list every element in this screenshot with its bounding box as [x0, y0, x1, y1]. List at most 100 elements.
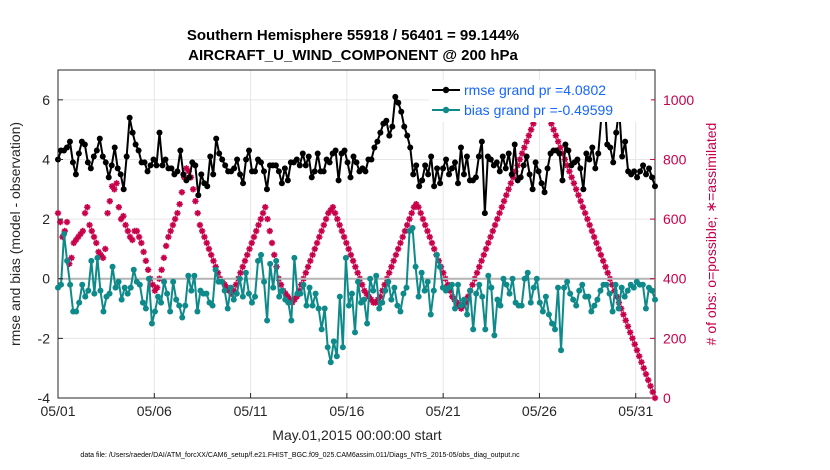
obs-asterisk-stroke	[91, 234, 97, 240]
bias-point	[221, 287, 228, 294]
bias-point	[591, 302, 598, 309]
obs-asterisk-stroke	[239, 263, 246, 270]
bias-point	[639, 281, 646, 288]
obs-count-point	[500, 197, 508, 205]
obs-asterisk-stroke	[643, 371, 649, 377]
y-tick-label: 2	[42, 211, 50, 227]
rmse-point	[487, 156, 494, 163]
bias-point	[642, 305, 649, 312]
bias-point	[436, 263, 443, 270]
obs-asterisk-stroke	[233, 281, 239, 288]
bias-point	[297, 290, 304, 297]
rmse-point	[643, 171, 650, 178]
bias-point	[164, 290, 171, 297]
rmse-point	[72, 171, 79, 178]
bias-point	[73, 308, 80, 315]
obs-count-point	[320, 221, 328, 229]
obs-count-point	[124, 227, 132, 235]
rmse-point	[299, 150, 306, 157]
obs-count-point	[171, 215, 179, 223]
obs-count-point	[566, 168, 573, 175]
rmse-point	[520, 162, 527, 169]
obs-count-point	[142, 257, 150, 265]
obs-asterisk-stroke	[645, 377, 652, 383]
obs-count-point	[599, 257, 607, 265]
bias-point	[248, 299, 255, 306]
rmse-point	[401, 123, 408, 130]
bias-point	[336, 293, 343, 300]
bias-point	[321, 305, 328, 312]
rmse-point	[529, 186, 536, 193]
bias-point	[279, 287, 286, 294]
obs-count-point	[629, 335, 636, 342]
obs-asterisk-stroke	[505, 186, 512, 193]
obs-asterisk-stroke	[266, 228, 273, 234]
rmse-point	[231, 165, 238, 172]
bias-point	[415, 293, 422, 300]
bias-point	[300, 281, 307, 288]
rmse-point	[499, 153, 506, 160]
bias-point	[527, 299, 534, 306]
rmse-point	[156, 129, 163, 136]
rmse-point	[457, 144, 464, 151]
bias-point	[479, 293, 486, 300]
obs-count-point	[584, 215, 591, 223]
bias-point	[224, 305, 231, 312]
obs-asterisk-stroke	[244, 252, 251, 258]
bias-series	[55, 225, 658, 366]
rmse-point	[622, 138, 629, 145]
y-tick-label: 0	[42, 271, 50, 287]
obs-asterisk-stroke	[100, 255, 106, 261]
obs-count-point	[424, 227, 431, 235]
bias-point	[315, 305, 322, 312]
obs-asterisk-stroke	[149, 281, 156, 288]
obs-asterisk-stroke	[476, 263, 483, 270]
rmse-point	[147, 162, 154, 169]
obs-count-point	[408, 209, 415, 217]
y-right-tick-label: 600	[663, 211, 687, 227]
bias-point	[448, 281, 455, 288]
rmse-point	[302, 162, 309, 169]
bias-point	[509, 275, 516, 282]
obs-count-point	[140, 248, 147, 256]
bias-point	[609, 308, 616, 315]
rmse-point	[75, 150, 82, 157]
rmse-point	[416, 183, 423, 190]
bias-point	[370, 287, 377, 294]
bias-point	[227, 284, 234, 291]
bias-point	[324, 344, 331, 351]
bias-point	[385, 278, 392, 285]
obs-count-point	[431, 245, 438, 253]
obs-count-point	[304, 263, 312, 270]
rmse-point	[320, 168, 327, 175]
bias-point	[564, 278, 571, 285]
obs-count-point	[394, 245, 402, 253]
rmse-point	[446, 171, 453, 178]
y-right-tick-label: 800	[663, 151, 687, 167]
rmse-point	[371, 144, 378, 151]
obs-asterisk-stroke	[257, 216, 264, 222]
bias-point	[524, 269, 531, 276]
obs-count-point	[257, 215, 264, 223]
obs-asterisk-stroke	[363, 290, 370, 297]
obs-count-point	[575, 192, 582, 199]
bias-point	[539, 308, 546, 315]
rmse-point	[150, 156, 157, 163]
rmse-point	[511, 141, 518, 148]
bias-point	[606, 290, 613, 297]
bias-point	[258, 251, 265, 258]
y-right-tick-label: 1000	[663, 92, 694, 108]
rmse-point	[610, 159, 617, 166]
rmse-point	[135, 147, 142, 154]
obs-asterisk-stroke	[584, 216, 591, 222]
bias-point	[179, 314, 186, 321]
obs-asterisk-stroke	[577, 198, 584, 205]
rmse-point	[186, 174, 193, 181]
rmse-point	[192, 162, 199, 169]
bias-point	[100, 308, 107, 315]
x-tick-label: 05/16	[329, 403, 364, 419]
obs-asterisk-stroke	[179, 189, 185, 196]
bias-point	[488, 284, 495, 291]
rmse-point	[63, 144, 70, 151]
y-axis-label: rmse and bias (model - observation)	[7, 122, 23, 346]
